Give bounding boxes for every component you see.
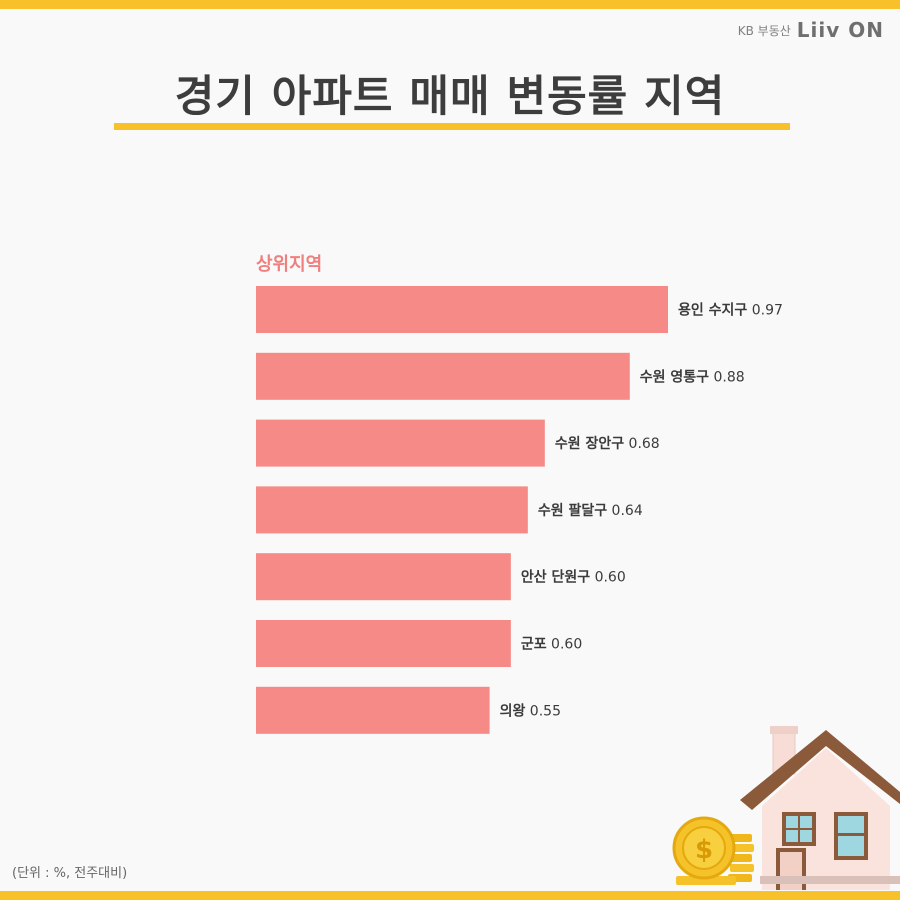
bar-value-5: 0.60 xyxy=(547,637,583,653)
bar-label-6: 의왕 0.55 xyxy=(500,702,561,719)
bar-label-3: 수원 팔달구 0.64 xyxy=(538,502,643,519)
bar-6 xyxy=(256,686,490,734)
bar-category-3: 수원 팔달구 xyxy=(538,502,607,519)
bar-category-2: 수원 장안구 xyxy=(555,435,624,452)
bar-5 xyxy=(256,620,511,667)
bar-value-2: 0.68 xyxy=(624,436,660,452)
bar-value-6: 0.55 xyxy=(525,703,561,719)
brand-logo: Liiv ON xyxy=(797,18,884,42)
bar-label-5: 군포 0.60 xyxy=(521,637,582,653)
bar-2 xyxy=(256,419,545,467)
title-underline xyxy=(114,123,790,130)
bar-category-4: 안산 단원구 xyxy=(521,569,590,586)
bar-category-1: 수원 영통구 xyxy=(640,368,709,385)
brand-company: KB 부동산 xyxy=(737,23,791,38)
bottom-accent-band xyxy=(0,891,900,900)
bar-category-6: 의왕 xyxy=(500,702,526,719)
bar-label-0: 용인 수지구 0.97 xyxy=(678,302,783,319)
bar-3 xyxy=(256,486,528,534)
unit-note: (단위 : %, 전주대비) xyxy=(12,866,128,881)
bar-0 xyxy=(256,286,668,333)
bar-1 xyxy=(256,352,630,400)
bar-label-2: 수원 장안구 0.68 xyxy=(555,435,660,452)
top-accent-band xyxy=(0,0,900,9)
bar-label-4: 안산 단원구 0.60 xyxy=(521,569,626,586)
dollar-icon: $ xyxy=(695,835,713,865)
bar-value-4: 0.60 xyxy=(590,570,626,586)
house-icon xyxy=(740,726,900,890)
bar-category-5: 군포 xyxy=(521,637,547,653)
chart-title: 상위지역 xyxy=(256,254,323,275)
bar-category-0: 용인 수지구 xyxy=(678,302,747,319)
brand-logo-text: Liiv ON xyxy=(796,18,884,42)
bar-value-1: 0.88 xyxy=(709,369,745,385)
page-title: 경기 아파트 매매 변동률 지역 xyxy=(174,72,726,122)
title-wrap: 경기 아파트 매매 변동률 지역 xyxy=(0,62,900,124)
coin-icon xyxy=(672,816,754,885)
bar-value-3: 0.64 xyxy=(607,503,643,519)
brand: KB 부동산 Liiv ON xyxy=(738,18,884,42)
bar-label-1: 수원 영통구 0.88 xyxy=(640,368,745,385)
svg-text:$: $ xyxy=(695,835,713,865)
bar-4 xyxy=(256,553,511,601)
bar-value-0: 0.97 xyxy=(747,303,783,319)
